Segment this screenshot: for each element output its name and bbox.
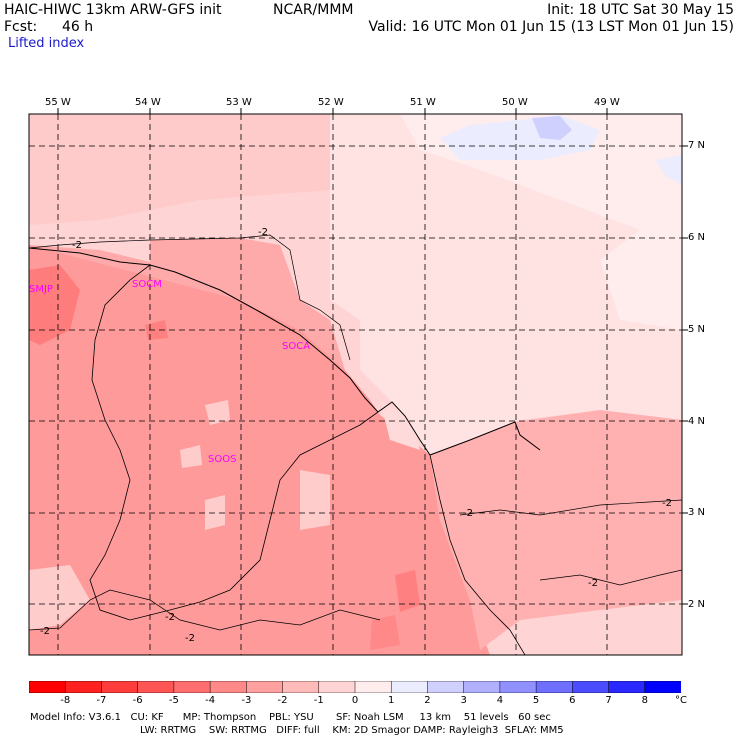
graticule (29, 114, 682, 655)
colorbar-tick-label: -6 (132, 695, 143, 706)
lon-label: 52 W (318, 97, 344, 108)
field-minus1 (205, 495, 225, 530)
colorbar-tick-label: 2 (424, 695, 431, 706)
colorbar-tick-label: 5 (532, 695, 540, 706)
colorbar-swatch (608, 681, 646, 693)
model-title: HAIC-HIWC 13km ARW-GFS init (4, 2, 222, 18)
station-label: SOCM (132, 279, 162, 290)
lat-label: 4 N (688, 416, 706, 427)
colorbar-swatch (535, 681, 574, 693)
colorbar-swatch (137, 681, 175, 693)
colorbar (29, 681, 681, 693)
field-near-zero (400, 114, 682, 330)
contour-label: -2 (662, 498, 672, 509)
lat-label: 6 N (688, 232, 706, 243)
field-minus4 (145, 320, 168, 340)
lat-label: 3 N (688, 507, 706, 518)
init-time: Init: 18 UTC Sat 30 May 15 (547, 2, 734, 18)
contour-label: -2 (72, 240, 82, 251)
field-minus1 (29, 565, 90, 630)
colorbar-tick-label: -5 (168, 695, 179, 706)
colorbar-swatch (499, 681, 537, 693)
field-minus1 (300, 470, 330, 530)
contour-label: -2 (40, 626, 50, 637)
field-name: Lifted index (8, 36, 85, 51)
field-minus1 (205, 400, 230, 425)
field-east-minus2 (430, 410, 682, 650)
field-minus1 (380, 400, 420, 450)
colorbar-tick-label: 0 (351, 695, 359, 706)
contour-label: -2 (258, 227, 268, 238)
contour-label: -2 (588, 578, 598, 589)
lon-label: 53 W (226, 97, 252, 108)
colorbar-swatch (463, 681, 501, 693)
colorbar-tick-label: -4 (205, 695, 216, 706)
lon-label: 55 W (45, 97, 71, 108)
colorbar-swatch (572, 681, 610, 693)
colorbar-tick-label: 1 (388, 695, 395, 706)
coastline (29, 247, 541, 456)
forecast-hour: 46 h (62, 19, 94, 35)
field-positive-3 (656, 155, 682, 185)
field-minus1 (180, 445, 202, 468)
borders (89, 264, 526, 655)
lon-label: 51 W (410, 97, 436, 108)
map-frame (28, 113, 683, 656)
lat-label: 7 N (688, 140, 706, 151)
colorbar-tick-label: 7 (605, 695, 612, 706)
model-info-line2: LW: RRTMG SW: RRTMG DIFF: full KM: 2D Sm… (140, 725, 564, 736)
colorbar-tick-label: 8 (641, 695, 648, 706)
field-minus4 (370, 615, 400, 650)
colorbar-swatch (354, 681, 392, 693)
field-positive-2 (532, 116, 572, 140)
station-label: SMJP (29, 284, 53, 295)
field-coastal (29, 114, 330, 225)
colorbar-tick-label: -3 (241, 695, 252, 706)
contour-label: -2 (165, 612, 175, 623)
colorbar-swatch (246, 681, 284, 693)
field-land-minus3 (29, 245, 490, 655)
colorbar-swatch (173, 681, 211, 693)
colorbar-unit: °C (675, 695, 687, 706)
colorbar-swatch (101, 681, 139, 693)
contour-label: -2 (463, 508, 473, 519)
station-label: SOCA (282, 341, 310, 352)
colorbar-tick-label: -1 (313, 695, 324, 706)
colorbar-tick-label: 4 (496, 695, 504, 706)
station-label: SOOS (208, 454, 236, 465)
colorbar-swatch (282, 681, 320, 693)
colorbar-tick-label: -8 (60, 695, 71, 706)
colorbar-tick-label: -7 (96, 695, 107, 706)
field-minus4 (395, 570, 420, 612)
colorbar-tick-label: -2 (277, 695, 288, 706)
colorbar-swatch (427, 681, 465, 693)
colorbar-tick-label: 3 (460, 695, 467, 706)
contours (29, 234, 682, 631)
colorbar-swatch (64, 681, 103, 693)
colorbar-swatch (318, 681, 356, 693)
contour-label: -2 (185, 633, 195, 644)
forecast-label: Fcst: (4, 19, 38, 35)
lon-label: 49 W (594, 97, 620, 108)
colorbar-swatch (29, 681, 66, 693)
lat-label: 2 N (688, 599, 706, 610)
center-label: NCAR/MMM (273, 2, 354, 18)
axis-ticks (57, 108, 688, 605)
field-minus4 (29, 265, 80, 345)
colorbar-swatch (209, 681, 248, 693)
field-coast-minus2 (29, 238, 345, 370)
lon-label: 54 W (135, 97, 161, 108)
lon-label: 50 W (502, 97, 528, 108)
colorbar-tick-label: 6 (569, 695, 576, 706)
colorbar-swatch (390, 681, 429, 693)
model-info-line1: Model Info: V3.6.1 CU: KF MP: Thompson P… (30, 712, 551, 723)
lat-label: 5 N (688, 324, 706, 335)
valid-time: Valid: 16 UTC Mon 01 Jun 15 (13 LST Mon … (368, 19, 734, 35)
colorbar-swatch (644, 681, 681, 693)
